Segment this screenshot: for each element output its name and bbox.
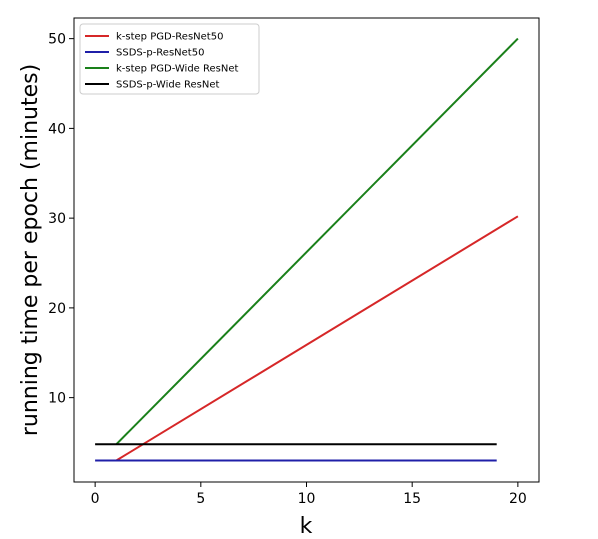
y-axis-label: running time per epoch (minutes) xyxy=(18,64,43,436)
y-tick-label: 30 xyxy=(48,211,66,227)
y-tick-label: 40 xyxy=(48,121,66,137)
series-line-1 xyxy=(115,215,519,462)
series-line-3 xyxy=(115,37,519,446)
legend-box xyxy=(79,23,260,95)
legend-label: SSDS-p-ResNet50 xyxy=(116,48,204,59)
legend: k-step PGD-ResNet50 SSDS-p-ResNet50 k-step… xyxy=(79,23,260,95)
legend-label: k-step PGD-Wide ResNet xyxy=(116,64,239,75)
x-tick-label: 5 xyxy=(196,491,205,507)
legend-label: SSDS-p-Wide ResNet xyxy=(116,80,220,91)
x-axis-label: k xyxy=(300,514,313,539)
y-tick-label: 10 xyxy=(48,391,66,407)
x-tick-label: 10 xyxy=(298,491,316,507)
x-axis: 0 5 10 15 20 xyxy=(91,482,527,507)
y-tick-label: 20 xyxy=(48,301,66,317)
x-tick-label: 20 xyxy=(509,491,527,507)
y-axis: 10 20 30 40 50 xyxy=(48,32,74,407)
legend-label: k-step PGD-ResNet50 xyxy=(116,32,223,43)
series-layer xyxy=(95,37,519,462)
y-tick-label: 50 xyxy=(48,32,66,48)
x-tick-label: 15 xyxy=(403,491,421,507)
x-tick-label: 0 xyxy=(91,491,100,507)
